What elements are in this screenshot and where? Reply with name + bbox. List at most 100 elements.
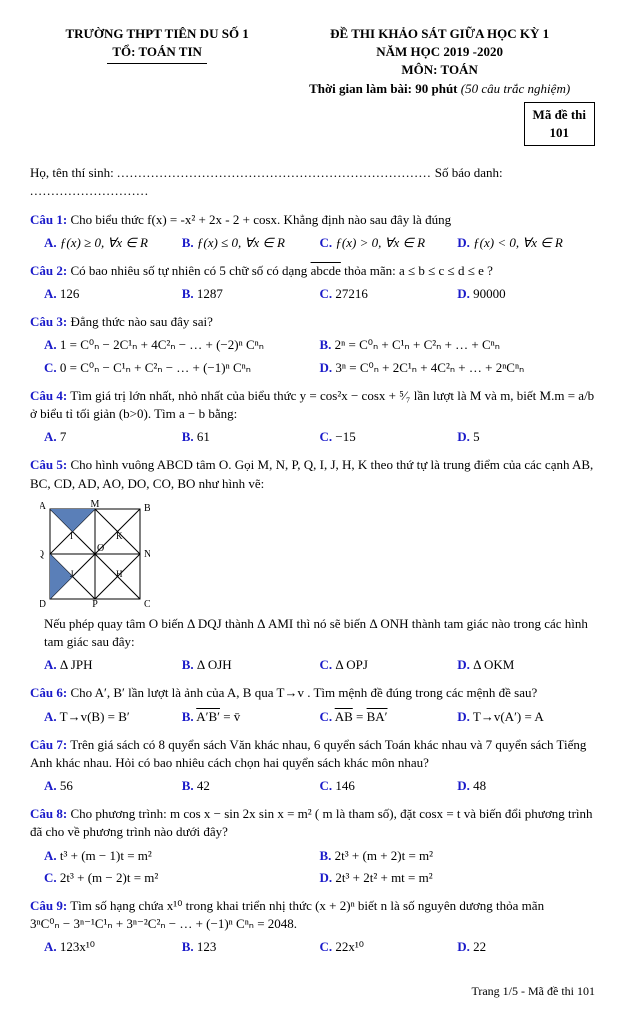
svg-text:B: B [144, 503, 150, 514]
q6-a: T→v(B) = B′ [60, 709, 130, 724]
code-value: 101 [550, 125, 570, 140]
q6-c-l: C. [320, 709, 333, 724]
q4-b: 61 [197, 429, 210, 444]
svg-text:A: A [40, 501, 47, 512]
q6-label: Câu 6: [30, 685, 67, 700]
header-left: TRƯỜNG THPT TIÊN DU SỐ 1 TỔ: TOÁN TIN [30, 25, 284, 146]
q3-b-l: B. [320, 337, 332, 352]
svg-text:J: J [70, 569, 74, 579]
q7-b-l: B. [182, 778, 194, 793]
q3-a-l: A. [44, 337, 57, 352]
q6-d: T→v(A′) = A [473, 709, 544, 724]
question-4: Câu 4: Tìm giá trị lớn nhất, nhỏ nhất củ… [30, 387, 595, 449]
q6-b: A′B′ = v̄ [196, 709, 240, 724]
q5-label: Câu 5: [30, 457, 67, 472]
q9-b: 123 [197, 939, 217, 954]
q1-a-l: A. [44, 235, 57, 250]
q9-c: 22x¹⁰ [335, 939, 364, 954]
q9-b-l: B. [182, 939, 194, 954]
q9-text2: 3ⁿC⁰ₙ − 3ⁿ⁻¹C¹ₙ + 3ⁿ⁻²C²ₙ − … + (−1)ⁿ Cⁿ… [30, 915, 595, 933]
q1-c-l: C. [320, 235, 333, 250]
q3-text: Đẳng thức nào sau đây sai? [70, 314, 212, 329]
q8-c-l: C. [44, 870, 57, 885]
q5-c: Δ OPJ [335, 657, 368, 672]
q5-a-l: A. [44, 657, 57, 672]
svg-text:N: N [144, 549, 150, 560]
student-line: Họ, tên thí sinh: ......................… [30, 164, 595, 200]
q4-a-l: A. [44, 429, 57, 444]
q7-d: 48 [473, 778, 486, 793]
q3-d-l: D. [320, 360, 333, 375]
q3-c-l: C. [44, 360, 57, 375]
q4-d-l: D. [457, 429, 470, 444]
q7-c-l: C. [320, 778, 333, 793]
q1-d-l: D. [457, 235, 470, 250]
question-9: Câu 9: Tìm số hạng chứa x¹⁰ trong khai t… [30, 897, 595, 959]
q9-a: 123x¹⁰ [60, 939, 95, 954]
q7-b: 42 [197, 778, 210, 793]
q5-b-l: B. [182, 657, 194, 672]
exam-subject: MÔN: TOÁN [284, 61, 595, 79]
q2-label: Câu 2: [30, 263, 67, 278]
question-2: Câu 2: Có bao nhiêu số tự nhiên có 5 chữ… [30, 262, 595, 305]
q3-d: 3ⁿ = C⁰ₙ + 2C¹ₙ + 4C²ₙ + … + 2ⁿCⁿₙ [335, 360, 524, 375]
q1-d: ƒ(x) < 0, ∀x ∈ R [473, 235, 563, 250]
id-dots: ............................ [30, 183, 149, 198]
header: TRƯỜNG THPT TIÊN DU SỐ 1 TỔ: TOÁN TIN ĐỀ… [30, 25, 595, 146]
q8-label: Câu 8: [30, 806, 67, 821]
question-6: Câu 6: Cho A′, B′ lần lượt là ảnh của A,… [30, 684, 595, 727]
name-dots: ........................................… [117, 165, 432, 180]
q8-text: Cho phương trình: m cos x − sin 2x sin x… [30, 806, 593, 839]
dept-name: TỔ: TOÁN TIN [30, 43, 284, 61]
exam-title: ĐỀ THI KHẢO SÁT GIỮA HỌC KỲ 1 [284, 25, 595, 43]
q7-label: Câu 7: [30, 737, 67, 752]
q5-text: Cho hình vuông ABCD tâm O. Gọi M, N, P, … [30, 457, 593, 490]
q4-b-l: B. [182, 429, 194, 444]
question-5: Câu 5: Cho hình vuông ABCD tâm O. Gọi M,… [30, 456, 595, 676]
q1-text: Cho biểu thức f(x) = -x² + 2x - 2 + cosx… [70, 212, 451, 227]
q3-b: 2ⁿ = C⁰ₙ + C¹ₙ + C²ₙ + … + Cⁿₙ [335, 337, 500, 352]
q3-label: Câu 3: [30, 314, 67, 329]
q5-b: Δ OJH [197, 657, 232, 672]
q8-b: 2t³ + (m + 2)t = m² [335, 848, 433, 863]
underline-left [107, 63, 207, 64]
q4-c: −15 [335, 429, 355, 444]
q2-over: abcde [311, 263, 341, 278]
svg-text:I: I [70, 531, 73, 541]
q7-d-l: D. [457, 778, 470, 793]
time-note: (50 câu trắc nghiệm) [461, 81, 570, 96]
q4-d: 5 [473, 429, 480, 444]
q9-a-l: A. [44, 939, 57, 954]
q2-c: 27216 [335, 286, 368, 301]
q6-c: AB = BA′ [335, 709, 388, 724]
q4-label: Câu 4: [30, 388, 67, 403]
name-label: Họ, tên thí sinh: [30, 165, 114, 180]
q8-a-l: A. [44, 848, 57, 863]
q3-c: 0 = C⁰ₙ − C¹ₙ + C²ₙ − … + (−1)ⁿ Cⁿₙ [60, 360, 251, 375]
q9-d: 22 [473, 939, 486, 954]
q2-b-l: B. [182, 286, 194, 301]
q2-text-a: Có bao nhiêu số tự nhiên có 5 chữ số có … [70, 263, 310, 278]
time-label: Thời gian làm bài: 90 phút [309, 81, 457, 96]
q5-a: Δ JPH [60, 657, 93, 672]
svg-text:O: O [97, 543, 104, 554]
school-name: TRƯỜNG THPT TIÊN DU SỐ 1 [30, 25, 284, 43]
q5-post: Nếu phép quay tâm O biến Δ DQJ thành Δ A… [44, 615, 595, 651]
q2-d: 90000 [473, 286, 506, 301]
q8-d: 2t³ + 2t² + mt = m² [335, 870, 432, 885]
q9-text: Tìm số hạng chứa x¹⁰ trong khai triển nh… [70, 898, 544, 913]
q7-text: Trên giá sách có 8 quyển sách Văn khác n… [30, 737, 586, 770]
q9-c-l: C. [320, 939, 333, 954]
q8-d-l: D. [320, 870, 333, 885]
exam-code-box: Mã đề thi 101 [524, 102, 595, 146]
q4-a: 7 [60, 429, 67, 444]
q4-text: Tìm giá trị lớn nhất, nhỏ nhất của biểu … [30, 388, 594, 421]
question-7: Câu 7: Trên giá sách có 8 quyển sách Văn… [30, 736, 595, 798]
q1-label: Câu 1: [30, 212, 67, 227]
q2-a: 126 [60, 286, 80, 301]
exam-time: Thời gian làm bài: 90 phút (50 câu trắc … [284, 80, 595, 98]
question-1: Câu 1: Cho biểu thức f(x) = -x² + 2x - 2… [30, 211, 595, 254]
q1-b: ƒ(x) ≤ 0, ∀x ∈ R [197, 235, 285, 250]
q6-text: Cho A′, B′ lần lượt là ảnh của A, B qua … [70, 685, 537, 700]
code-label: Mã đề thi [533, 106, 586, 124]
